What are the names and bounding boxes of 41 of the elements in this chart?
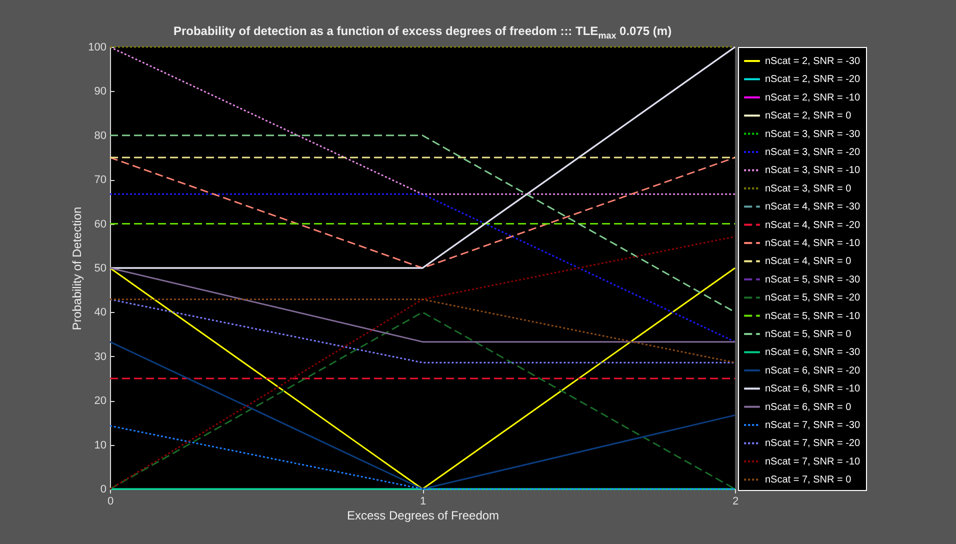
legend-label: nScat = 5, SNR = -30 xyxy=(765,274,860,286)
legend-label: nScat = 3, SNR = -30 xyxy=(765,128,860,140)
legend-label: nScat = 6, SNR = -30 xyxy=(765,347,860,358)
y-tick-label: 80 xyxy=(94,130,106,142)
x-tick-label: 2 xyxy=(732,496,739,508)
legend-label: nScat = 4, SNR = 0 xyxy=(765,256,852,268)
legend-label: nScat = 2, SNR = -20 xyxy=(765,74,860,86)
legend-label: nScat = 4, SNR = -30 xyxy=(765,202,860,213)
legend-label: nScat = 5, SNR = -20 xyxy=(765,292,860,304)
x-tick-label: 1 xyxy=(420,496,426,508)
y-tick-label: 10 xyxy=(94,439,106,452)
chart-title: Probability of detection as a function of excess degrees of freedom ::: TLE$_{max}$ 0.075 (m) xyxy=(172,24,673,40)
legend-label: nScat = 7, SNR = -30 xyxy=(765,420,860,431)
legend-label: nScat = 6, SNR = -10 xyxy=(765,384,860,395)
legend-label: nScat = 7, SNR = -10 xyxy=(765,456,860,468)
legend-label: nScat = 7, SNR = -20 xyxy=(765,438,860,450)
y-tick-label: 20 xyxy=(94,395,106,408)
legend-label: nScat = 7, SNR = 0 xyxy=(765,474,852,486)
y-tick-label: 100 xyxy=(88,42,106,54)
legend-label: nScat = 6, SNR = -20 xyxy=(765,365,860,376)
legend-label: nScat = 3, SNR = -10 xyxy=(765,165,860,176)
y-tick-label: 30 xyxy=(94,350,106,363)
legend-label: nScat = 5, SNR = 0 xyxy=(765,329,852,340)
legend-label: nScat = 3, SNR = 0 xyxy=(765,183,852,194)
legend-label: nScat = 2, SNR = -30 xyxy=(765,56,860,67)
y-tick-label: 50 xyxy=(94,262,106,274)
y-tick-label: 60 xyxy=(94,218,106,230)
legend-label: nScat = 4, SNR = -10 xyxy=(765,238,860,249)
x-axis-title: Excess Degrees of Freedom xyxy=(346,508,500,522)
legend-label: nScat = 6, SNR = 0 xyxy=(765,402,852,413)
y-tick-label: 70 xyxy=(94,174,106,186)
legend-label: nScat = 4, SNR = -20 xyxy=(765,220,860,231)
y-axis-title: Probability of Detection xyxy=(70,206,84,330)
legend-label: nScat = 2, SNR = -10 xyxy=(765,92,860,104)
y-tick-label: 90 xyxy=(94,86,106,98)
legend-label: nScat = 3, SNR = -20 xyxy=(765,147,860,158)
x-tick-label: 0 xyxy=(107,496,114,508)
legend-label: nScat = 5, SNR = -10 xyxy=(765,310,860,322)
y-tick-label: 0 xyxy=(100,484,106,496)
y-tick-label: 40 xyxy=(94,306,106,319)
legend-label: nScat = 2, SNR = 0 xyxy=(765,110,852,122)
